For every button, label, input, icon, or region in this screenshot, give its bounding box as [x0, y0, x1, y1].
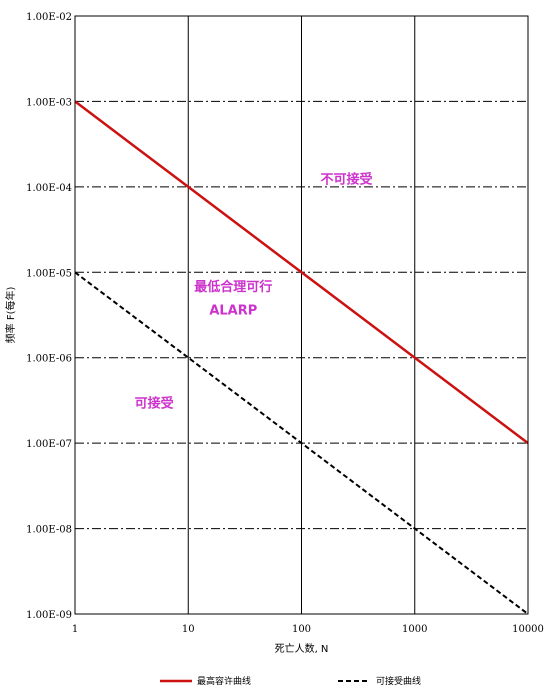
region-annotation: ALARP — [209, 304, 257, 319]
region-annotation: 最低合理可行 — [194, 279, 272, 295]
series-line-max-tolerable — [74, 100, 529, 445]
x-tick-label: 100 — [292, 624, 311, 635]
region-annotation: 不可接受 — [321, 171, 373, 187]
legend-label-max-tolerable: 最高容许曲线 — [197, 675, 251, 687]
y-tick-label: 1.00E-03 — [26, 97, 72, 108]
series-line-acceptable — [74, 271, 529, 615]
x-tick-labels: 1 10 100 1000 10000 — [72, 624, 544, 635]
x-tick-label: 1000 — [402, 624, 427, 635]
y-tick-label: 1.00E-06 — [26, 354, 72, 365]
y-tick-label: 1.00E-07 — [26, 439, 72, 450]
x-tick-label: 1 — [72, 624, 78, 635]
plot-frame — [74, 15, 529, 615]
legend: 最高容许曲线 可接受曲线 — [160, 675, 421, 687]
grid-lines — [74, 15, 529, 615]
region-annotation: 可接受 — [135, 396, 174, 412]
y-tick-label: 1.00E-04 — [26, 183, 72, 194]
y-tick-label: 1.00E-05 — [26, 268, 72, 279]
y-tick-label: 1.00E-08 — [26, 525, 72, 536]
y-axis-label: 频率 F(每年) — [4, 287, 17, 344]
y-tick-label: 1.00E-02 — [26, 12, 72, 23]
x-axis-label: 死亡人数, N — [275, 642, 329, 655]
y-tick-labels: 1.00E-09 1.00E-08 1.00E-07 1.00E-06 1.00E-05… — [26, 12, 72, 621]
legend-label-acceptable: 可接受曲线 — [376, 675, 421, 687]
x-tick-label: 10 — [182, 624, 195, 635]
y-tick-label: 1.00E-09 — [26, 610, 72, 621]
series-lines — [74, 100, 529, 615]
x-tick-label: 10000 — [512, 624, 544, 635]
